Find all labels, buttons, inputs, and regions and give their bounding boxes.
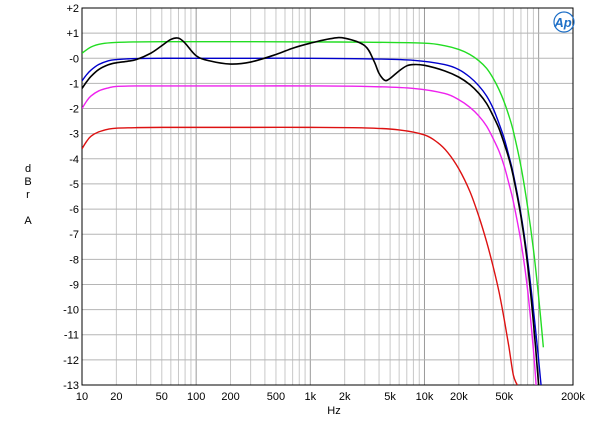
y-tick-label: -2 — [69, 104, 79, 116]
y-tick-label: -0 — [69, 53, 79, 65]
grid-minor — [115, 8, 534, 385]
y-tick-label: -8 — [69, 254, 79, 266]
y-axis-label-char: d — [25, 163, 31, 175]
x-tick-label: 1k — [305, 391, 317, 403]
y-axis-label-char: A — [24, 215, 32, 227]
x-tick-label: 500 — [267, 391, 285, 403]
ap-logo: Ap — [553, 11, 575, 33]
x-tick-label: 50 — [156, 391, 168, 403]
y-tick-label: -6 — [69, 204, 79, 216]
x-tick-label: 2k — [339, 391, 351, 403]
y-axis-label: dBr A — [24, 163, 32, 227]
x-tick-label: 10k — [416, 391, 434, 403]
plot-frame — [81, 7, 574, 386]
series-line-0 — [82, 40, 545, 348]
y-tick-label: -7 — [69, 229, 79, 241]
x-tick-label: 50k — [495, 391, 513, 403]
x-tick-label: 20 — [110, 391, 122, 403]
series-line-4 — [82, 36, 540, 385]
y-axis-label-char: B — [24, 176, 31, 188]
series-layer — [82, 36, 545, 385]
y-axis-label-char: r — [26, 189, 30, 201]
x-axis-label: Hz — [327, 405, 340, 417]
y-tick-label: -11 — [64, 330, 79, 342]
y-tick-label: -12 — [63, 355, 79, 367]
y-tick-labels: +2 +1 -0 -1 -2 -3 -4 -5 -6 -7 -8 -9 -10 -11 -12 -13 — [63, 3, 79, 392]
x-tick-labels: 10 20 50 100 200 500 1k 2k 5k 10k 20k 50k 200k — [76, 391, 586, 403]
y-tick-label: -3 — [69, 129, 79, 141]
y-tick-label: -13 — [63, 380, 79, 392]
y-tick-label: -10 — [63, 305, 79, 317]
y-tick-label: +2 — [66, 3, 79, 15]
x-tick-label: 100 — [187, 391, 205, 403]
x-tick-label: 200k — [561, 391, 585, 403]
series-line-2 — [82, 85, 537, 385]
y-tick-label: -4 — [69, 154, 79, 166]
y-tick-label: -9 — [69, 279, 79, 291]
x-tick-label: 10 — [76, 391, 88, 403]
y-tick-label: -1 — [69, 78, 79, 90]
x-tick-label: 20k — [450, 391, 468, 403]
x-tick-label: 200 — [221, 391, 239, 403]
y-tick-label: -5 — [69, 179, 79, 191]
ap-logo-text: Ap — [553, 15, 571, 30]
series-line-3 — [82, 126, 518, 385]
y-tick-label: +1 — [66, 28, 79, 40]
grid-major — [82, 8, 573, 385]
x-tick-label: 5k — [384, 391, 396, 403]
